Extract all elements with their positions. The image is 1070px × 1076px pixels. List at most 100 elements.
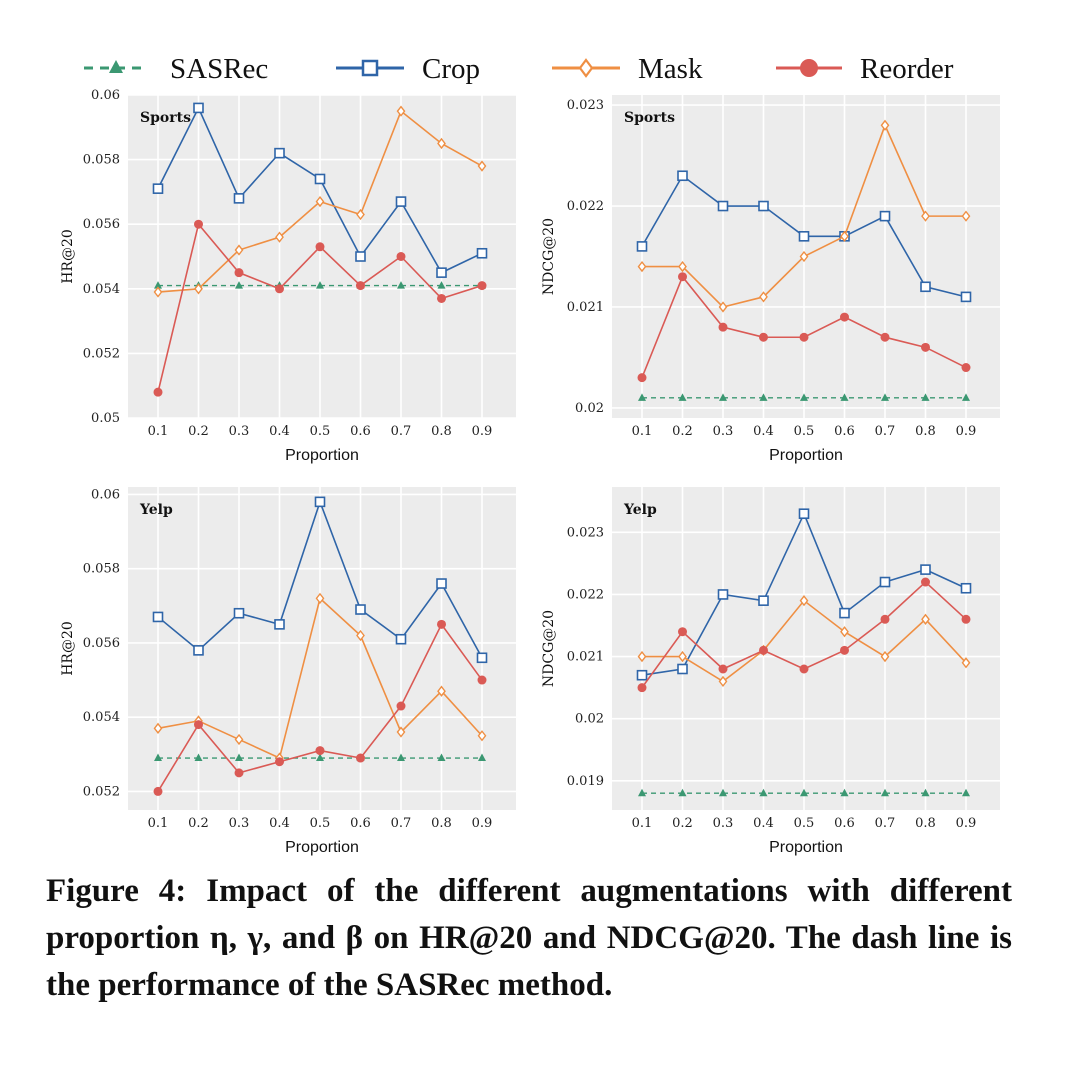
x-axis-title: Proportion	[769, 839, 843, 856]
y-tick-label: 0.06	[91, 487, 120, 502]
figure-caption: Figure 4: Impact of the different augmen…	[46, 873, 1012, 1003]
data-point	[274, 147, 285, 159]
data-point	[437, 137, 446, 150]
legend-item-mask: Mask	[552, 53, 703, 85]
data-point	[437, 685, 446, 697]
data-point	[879, 210, 891, 222]
data-point	[678, 788, 687, 797]
data-point	[880, 650, 890, 663]
data-point	[880, 119, 890, 131]
x-tick-label: 0.9	[472, 816, 493, 831]
data-point	[194, 720, 203, 730]
x-tick-label: 0.7	[391, 816, 412, 831]
data-point	[798, 231, 810, 242]
data-point	[799, 250, 809, 263]
data-point	[840, 312, 849, 322]
data-point	[356, 208, 365, 221]
legend-item-sasrec: SASRec	[84, 53, 268, 85]
x-tick-label: 0.7	[875, 816, 896, 831]
x-tick-label: 0.3	[713, 816, 734, 831]
data-point	[193, 102, 204, 114]
series-mask	[153, 105, 487, 298]
y-tick-label: 0.021	[567, 300, 604, 315]
x-tick-label: 0.1	[148, 816, 169, 831]
data-point	[637, 373, 647, 383]
data-point	[961, 657, 971, 669]
data-point	[717, 200, 729, 212]
data-point	[881, 393, 889, 401]
data-point	[314, 173, 326, 185]
y-tick-label: 0.05	[91, 411, 120, 426]
data-point	[799, 595, 809, 607]
y-tick-label: 0.02	[575, 712, 604, 727]
data-point	[275, 284, 284, 294]
data-point	[718, 322, 728, 332]
data-point	[356, 629, 365, 642]
data-point	[153, 387, 163, 397]
series-crop	[152, 496, 488, 664]
data-point	[880, 332, 890, 342]
data-point	[437, 619, 446, 629]
data-point	[152, 183, 164, 194]
data-point	[478, 753, 486, 762]
data-point	[154, 753, 162, 762]
data-point	[677, 663, 688, 675]
y-axis-title: NDCG@20	[541, 218, 557, 295]
data-point	[840, 230, 849, 242]
y-tick-label: 0.023	[567, 525, 604, 540]
data-point	[840, 393, 849, 401]
y-tick-label: 0.02	[575, 401, 604, 416]
data-point	[355, 604, 366, 615]
data-point	[678, 393, 687, 401]
y-tick-label: 0.058	[83, 562, 120, 577]
data-point	[921, 393, 930, 401]
data-point	[437, 753, 446, 762]
chart-panel-4: 0.019 0.02 0.021 0.022 0.023 0.1 0.2 0.3 0.4 0.5 0…	[541, 487, 1000, 856]
data-point	[153, 722, 163, 734]
data-point	[840, 645, 849, 655]
data-point	[962, 788, 970, 797]
x-tick-label: 0.6	[350, 816, 371, 831]
legend: SASRec Crop Mask Reorder	[84, 53, 954, 85]
x-tick-label: 0.5	[794, 424, 815, 439]
y-tick-label: 0.022	[567, 199, 604, 214]
data-point	[880, 614, 890, 624]
data-point	[637, 650, 647, 663]
data-point	[234, 268, 244, 278]
data-point	[476, 652, 488, 664]
legend-label: Reorder	[860, 53, 954, 85]
x-tick-label: 0.9	[472, 424, 493, 439]
data-point	[800, 788, 808, 797]
chart-panel-1: 0.05 0.052 0.054 0.056 0.058 0.06 0.1 0.2 0.3 0.4…	[60, 88, 516, 464]
data-point	[437, 281, 446, 289]
x-tick-label: 0.4	[753, 816, 774, 831]
x-tick-label: 0.2	[188, 424, 209, 439]
y-tick-label: 0.056	[83, 636, 120, 651]
x-tick-label: 0.6	[834, 424, 855, 439]
data-point	[477, 730, 487, 742]
data-point	[396, 252, 406, 261]
x-tick-label: 0.6	[834, 816, 855, 831]
legend-item-crop: Crop	[336, 53, 480, 85]
data-point	[921, 577, 930, 587]
x-tick-label: 0.4	[269, 816, 290, 831]
x-tick-label: 0.5	[310, 816, 331, 831]
data-point	[799, 664, 809, 674]
x-tick-label: 0.9	[956, 816, 977, 831]
x-tick-label: 0.4	[753, 424, 774, 439]
legend-label: Crop	[422, 53, 480, 85]
data-point	[717, 589, 729, 600]
data-point	[920, 564, 931, 575]
x-tick-label: 0.5	[794, 816, 815, 831]
data-point	[719, 788, 727, 797]
series-reorder	[637, 272, 971, 383]
series-reorder	[153, 619, 487, 796]
data-point	[316, 281, 324, 289]
data-point	[758, 595, 769, 606]
y-tick-label: 0.058	[83, 153, 120, 168]
data-point	[839, 607, 850, 619]
data-point	[637, 260, 647, 273]
data-point	[638, 788, 646, 797]
y-tick-label: 0.056	[83, 217, 120, 232]
data-point	[758, 200, 769, 212]
